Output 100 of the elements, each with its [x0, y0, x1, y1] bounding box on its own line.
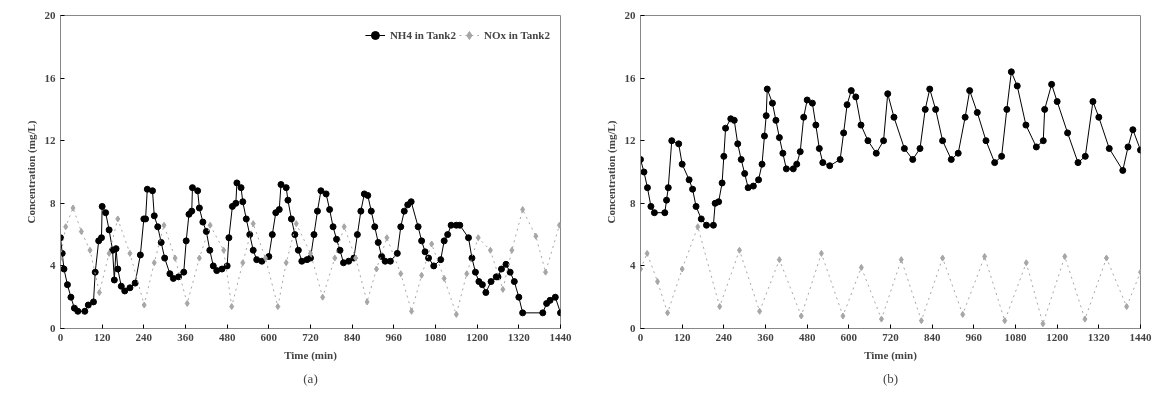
point — [207, 221, 213, 229]
point — [717, 303, 723, 311]
point — [419, 271, 425, 279]
y-tick-label: 4 — [630, 259, 636, 272]
x-tick-label: 720 — [302, 330, 320, 343]
point — [398, 270, 404, 278]
point — [63, 223, 69, 231]
legend-label: NH4 in Tank2 — [389, 29, 456, 41]
point — [151, 259, 157, 267]
point — [644, 249, 650, 257]
point — [364, 298, 370, 306]
x-tick-label: 360 — [177, 330, 195, 343]
x-tick-label: 1320 — [507, 330, 531, 343]
y-tick-label: 20 — [44, 9, 56, 21]
point — [858, 263, 864, 271]
point — [533, 232, 539, 240]
point — [429, 240, 435, 248]
x-tick-label: 840 — [343, 330, 361, 343]
x-tick-label: 1440 — [549, 330, 572, 343]
point — [229, 303, 235, 311]
point — [87, 246, 93, 254]
point — [283, 259, 289, 267]
point — [250, 220, 256, 228]
point — [115, 215, 121, 223]
point — [275, 303, 281, 311]
x-tick-label: 1080 — [1004, 330, 1027, 343]
point — [373, 265, 379, 273]
point — [464, 270, 470, 278]
point — [332, 254, 338, 262]
point — [1124, 303, 1130, 311]
point — [898, 256, 904, 264]
x-tick-label: 1320 — [1087, 330, 1111, 343]
point — [940, 254, 946, 262]
y-axis-title: Concentration (mg/L) — [604, 120, 618, 224]
x-tick-label: 840 — [923, 330, 941, 343]
y-tick-label: 8 — [50, 196, 56, 209]
point — [509, 246, 515, 254]
point — [1002, 317, 1008, 325]
x-tick-label: 120 — [93, 330, 111, 343]
x-axis-title: Time (min) — [284, 348, 338, 362]
point — [293, 220, 299, 228]
x-axis-title: Time (min) — [864, 348, 918, 362]
x-tick-label: 240 — [715, 330, 733, 343]
y-tick-label: 4 — [50, 259, 56, 272]
point — [878, 315, 884, 323]
point — [341, 223, 347, 231]
y-tick-label: 16 — [44, 71, 56, 84]
y-tick-label: 0 — [50, 322, 56, 334]
point — [96, 289, 102, 297]
point — [655, 278, 661, 286]
y-tick-label: 20 — [624, 9, 636, 21]
point — [757, 307, 763, 315]
x-tick-label: 960 — [965, 330, 983, 343]
point — [141, 301, 147, 309]
point — [543, 268, 549, 276]
x-tick-label: 600 — [840, 330, 858, 343]
point — [409, 307, 415, 315]
y-tick-label: 12 — [44, 134, 56, 147]
point — [221, 246, 227, 254]
y-tick-label: 0 — [630, 322, 636, 334]
x-tick-label: 600 — [260, 330, 278, 343]
point — [262, 254, 268, 262]
point — [776, 256, 782, 264]
point — [127, 249, 133, 257]
point — [161, 221, 167, 229]
x-tick-label: 1200 — [466, 330, 489, 343]
point — [441, 274, 447, 282]
point — [106, 249, 112, 257]
x-tick-label: 720 — [882, 330, 900, 343]
text: (b) — [882, 370, 899, 386]
x-tick-label: 120 — [673, 330, 691, 343]
point — [960, 310, 966, 318]
point — [1040, 320, 1046, 328]
legend-label: NOx in Tank2 — [483, 29, 550, 41]
point — [240, 259, 246, 267]
x-tick-label: 480 — [798, 330, 816, 343]
point — [1103, 254, 1109, 262]
point — [1023, 259, 1029, 267]
point — [679, 265, 685, 273]
point — [384, 234, 390, 242]
point — [918, 317, 924, 325]
point — [840, 312, 846, 320]
point — [982, 253, 988, 261]
point — [695, 223, 701, 231]
point — [184, 299, 190, 307]
point — [487, 246, 493, 254]
y-tick-label: 16 — [624, 71, 636, 84]
y-axis-title: Concentration (mg/L) — [24, 120, 38, 224]
point — [196, 254, 202, 262]
point — [500, 285, 506, 293]
point — [818, 249, 824, 257]
point — [665, 309, 671, 317]
x-tick-label: 360 — [757, 330, 775, 343]
point — [1062, 253, 1068, 261]
point — [78, 227, 84, 235]
y-tick-label: 12 — [624, 134, 636, 147]
point — [70, 204, 76, 212]
point — [320, 293, 326, 301]
text: (a) — [303, 370, 318, 386]
x-tick-label: 480 — [218, 330, 236, 343]
